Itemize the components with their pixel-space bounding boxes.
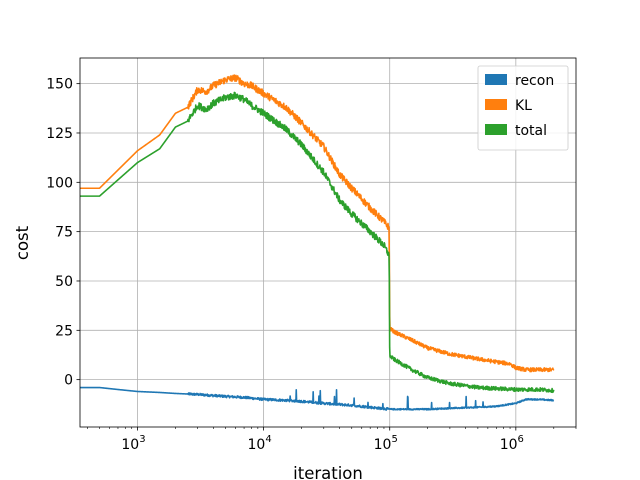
x-axis: 103 104 105 106	[87, 427, 577, 453]
series-layer	[79, 74, 555, 411]
series-line-recon	[79, 386, 555, 411]
legend-label: total	[515, 123, 547, 139]
legend-label: recon	[515, 73, 554, 89]
y-axis-title: cost	[13, 225, 32, 260]
plot-frame	[79, 57, 577, 428]
y-tick-label: 25	[55, 323, 73, 339]
x-tick-label: 104	[248, 434, 272, 453]
y-tick-label: 100	[46, 175, 73, 191]
x-tick-label-exponent: 3	[139, 434, 145, 445]
y-tick-label: 75	[55, 225, 73, 241]
y-tick-label: 0	[64, 373, 73, 389]
x-tick-label: 105	[374, 434, 398, 453]
x-tick-label: 103	[121, 434, 145, 453]
legend-swatch	[485, 99, 507, 110]
y-tick-label: 50	[55, 274, 73, 290]
legend: recon KL total	[477, 65, 569, 151]
x-tick-label-exponent: 5	[391, 434, 397, 445]
legend-swatch	[485, 74, 507, 85]
y-axis: 0 25 50 75 100 125 150	[46, 77, 80, 389]
x-tick-label-exponent: 6	[518, 434, 524, 445]
x-tick-label-base: 10	[374, 437, 392, 453]
legend-swatch	[485, 124, 507, 135]
y-tick-label: 150	[46, 77, 73, 93]
x-tick-label-base: 10	[248, 437, 266, 453]
x-tick-label-exponent: 4	[265, 434, 271, 445]
legend-label: KL	[515, 98, 532, 114]
series-line-total	[79, 91, 555, 394]
x-tick-label-base: 10	[500, 437, 518, 453]
y-tick-label: 125	[46, 126, 73, 142]
x-tick-label-base: 10	[121, 437, 139, 453]
x-tick-label: 106	[500, 434, 524, 453]
series-line-KL	[79, 74, 555, 373]
x-axis-title: iteration	[293, 464, 363, 480]
